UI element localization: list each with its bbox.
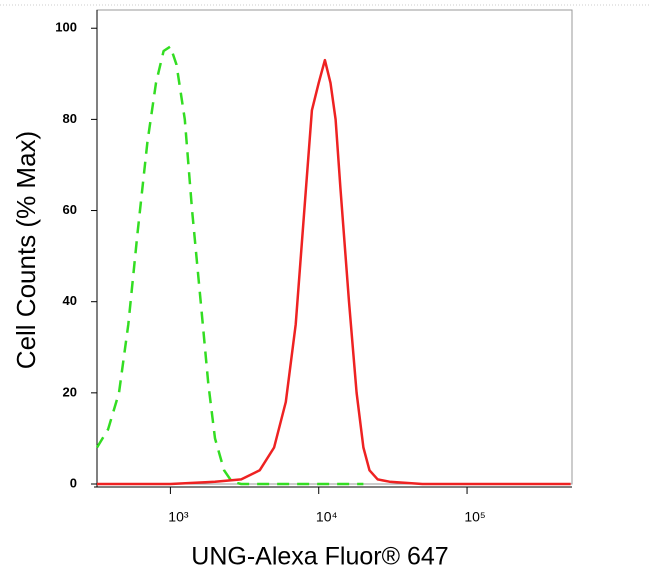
y-tick-label: 100 xyxy=(55,20,77,35)
x-axis-label: UNG-Alexa Fluor® 647 xyxy=(191,543,448,571)
y-tick-label: 80 xyxy=(63,111,77,126)
x-tick-label: 10³ xyxy=(168,509,189,525)
y-tick-label: 60 xyxy=(63,202,77,217)
x-tick-label: 10⁴ xyxy=(316,509,338,525)
plot-frame xyxy=(96,9,573,485)
y-tick-label: 40 xyxy=(63,293,77,308)
y-tick-label: 0 xyxy=(70,475,77,490)
x-tick-label: 10⁵ xyxy=(464,509,485,525)
y-axis-label: Cell Counts (% Max) xyxy=(11,131,41,369)
histogram-line xyxy=(97,58,571,486)
histogram-line xyxy=(95,45,364,486)
y-tick-label: 20 xyxy=(63,384,77,399)
